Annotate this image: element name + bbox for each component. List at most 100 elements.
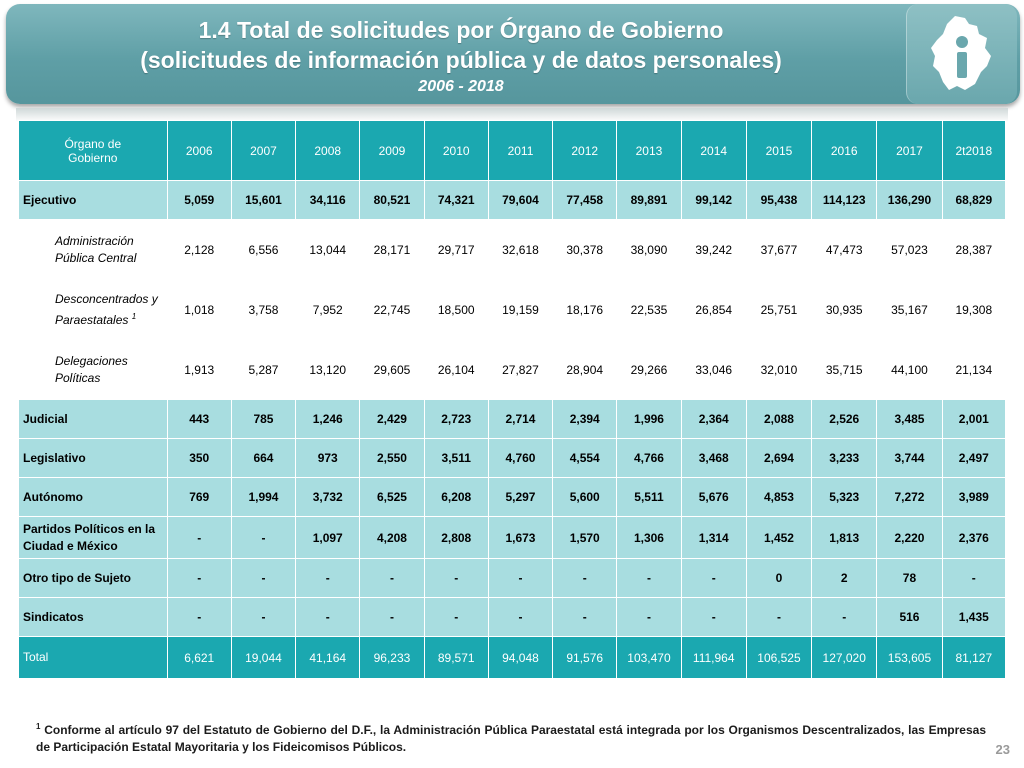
table-cell: 30,378 xyxy=(552,219,618,280)
row-label: Sindicatos xyxy=(18,597,168,637)
table-cell: 28,387 xyxy=(941,219,1007,280)
header-year: 2t2018 xyxy=(941,120,1007,181)
table-cell: 3,511 xyxy=(423,438,489,478)
table-cell: 103,470 xyxy=(616,636,682,679)
table-cell: 1,994 xyxy=(230,477,297,517)
row-label-text: Sindicatos xyxy=(23,609,84,624)
table-cell: - xyxy=(423,597,489,637)
table-cell: 32,618 xyxy=(487,219,554,280)
table-cell: 2,808 xyxy=(423,516,489,559)
table-cell: 38,090 xyxy=(616,219,682,280)
table-cell: - xyxy=(423,558,489,598)
page-subtitle: (solicitudes de información pública y de… xyxy=(140,47,782,73)
table-cell: 4,760 xyxy=(487,438,554,478)
table-cell: 44,100 xyxy=(876,339,943,400)
table-cell: 96,233 xyxy=(359,636,425,679)
table-cell: 4,766 xyxy=(616,438,682,478)
table-cell: - xyxy=(552,597,618,637)
table-cell: 22,535 xyxy=(616,279,682,340)
table-cell: 89,891 xyxy=(616,180,682,220)
table-cell: 78 xyxy=(876,558,943,598)
title-banner: 1.4 Total de solicitudes por Órgano de G… xyxy=(6,4,1020,104)
table-cell: 6,525 xyxy=(359,477,425,517)
table-cell: 22,745 xyxy=(359,279,425,340)
table-cell: 5,297 xyxy=(487,477,554,517)
requests-table: Órgano de Gobierno 2006 2007 2008 2009 2… xyxy=(18,120,1007,679)
table-cell: 2,694 xyxy=(745,438,813,478)
footnote-ref: 1 xyxy=(131,311,137,321)
table-cell: 3,468 xyxy=(680,438,747,478)
table-cell: 57,023 xyxy=(876,219,943,280)
table-cell: 114,123 xyxy=(811,180,878,220)
header-organo: Órgano de Gobierno xyxy=(18,120,168,181)
row-label-text: Legislativo xyxy=(23,450,86,465)
table-cell: 3,989 xyxy=(941,477,1007,517)
row-label-text: Desconcentrados y Paraestatales xyxy=(55,291,158,327)
table-cell: 21,134 xyxy=(941,339,1007,400)
table-cell: 26,854 xyxy=(680,279,747,340)
table-cell: 94,048 xyxy=(487,636,554,679)
table-cell: 3,732 xyxy=(295,477,361,517)
table-cell: 516 xyxy=(876,597,943,637)
table-cell: - xyxy=(552,558,618,598)
header-year: 2016 xyxy=(811,120,878,181)
table-row: Administración Pública Central 2,128 6,556… xyxy=(18,219,1007,280)
table-cell: 4,853 xyxy=(745,477,813,517)
table-cell: 769 xyxy=(166,477,232,517)
row-label: Partidos Políticos en la Ciudad e México xyxy=(18,516,168,559)
row-label: Otro tipo de Sujeto xyxy=(18,558,168,598)
table-cell: 4,208 xyxy=(359,516,425,559)
table-cell: 27,827 xyxy=(487,339,554,400)
table-cell: 973 xyxy=(295,438,361,478)
table-cell: - xyxy=(295,597,361,637)
table-cell: 30,935 xyxy=(811,279,878,340)
table-cell: 2,128 xyxy=(166,219,232,280)
table-cell: 1,913 xyxy=(166,339,232,400)
row-label: Delegaciones Políticas xyxy=(18,339,168,400)
table-cell: 77,458 xyxy=(552,180,618,220)
table-cell: 127,020 xyxy=(811,636,878,679)
table-cell: 6,208 xyxy=(423,477,489,517)
table-cell: 2,723 xyxy=(423,399,489,439)
table-cell: 1,314 xyxy=(680,516,747,559)
table-cell: 28,904 xyxy=(552,339,618,400)
header-year: 2010 xyxy=(423,120,489,181)
table-row: Delegaciones Políticas 1,913 5,287 13,120 29… xyxy=(18,339,1007,400)
table-cell: 5,287 xyxy=(230,339,297,400)
table-cell: 26,104 xyxy=(423,339,489,400)
table-cell: - xyxy=(811,597,878,637)
table-cell: 2,220 xyxy=(876,516,943,559)
table-cell: 1,673 xyxy=(487,516,554,559)
table-cell: 28,171 xyxy=(359,219,425,280)
table-cell: 1,570 xyxy=(552,516,618,559)
table-cell: - xyxy=(359,558,425,598)
table-cell: 29,266 xyxy=(616,339,682,400)
table-cell: 5,059 xyxy=(166,180,232,220)
table-cell: 5,676 xyxy=(680,477,747,517)
table-cell: 5,600 xyxy=(552,477,618,517)
table-cell: 35,167 xyxy=(876,279,943,340)
table-cell: 1,306 xyxy=(616,516,682,559)
table-cell: 19,308 xyxy=(941,279,1007,340)
table-cell: 13,044 xyxy=(295,219,361,280)
table-cell: 0 xyxy=(745,558,813,598)
table-cell: 1,018 xyxy=(166,279,232,340)
table-cell: - xyxy=(487,597,554,637)
table-row: Sindicatos - - - - - - - - - - -516 1,435 xyxy=(18,597,1007,637)
footnote-marker: 1 xyxy=(36,722,41,731)
table-row: Ejecutivo 5,059 15,601 34,116 80,521 74,321 79… xyxy=(18,180,1007,220)
header-year: 2009 xyxy=(359,120,425,181)
table-row: Otro tipo de Sujeto - - - - - - - - -0 2 78- xyxy=(18,558,1007,598)
table-cell: 2,714 xyxy=(487,399,554,439)
table-cell: - xyxy=(616,597,682,637)
table-cell: 7,952 xyxy=(295,279,361,340)
table-cell: - xyxy=(230,516,297,559)
cdmx-map-info-logo-icon xyxy=(931,16,991,90)
table-cell: 1,097 xyxy=(295,516,361,559)
table-cell: 32,010 xyxy=(745,339,813,400)
table-cell: 3,485 xyxy=(876,399,943,439)
table-cell: 35,715 xyxy=(811,339,878,400)
table-cell: - xyxy=(359,597,425,637)
table-cell: 13,120 xyxy=(295,339,361,400)
